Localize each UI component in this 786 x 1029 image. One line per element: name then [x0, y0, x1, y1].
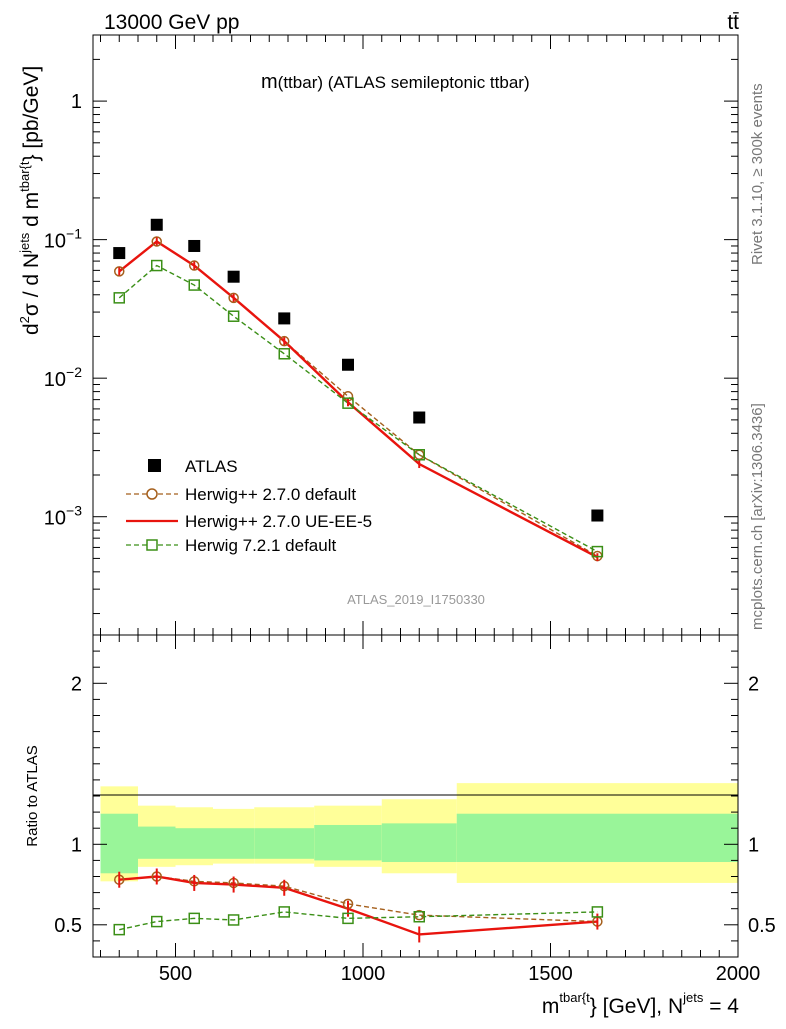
main-panel: 1 10−1 10−2 10−3 m(ttbar) (ATLAS semilepton… — [17, 34, 739, 636]
legend-atlas-marker — [148, 459, 161, 472]
main-point-herwig-7-2-1-default — [278, 348, 290, 360]
rivet-label: Rivet 3.1.10, ≥ 300k events — [749, 83, 766, 265]
main-point-herwig-2-7-0-default — [228, 292, 239, 304]
x-tick-label: 500 — [159, 963, 192, 985]
header-process: tt̄ — [727, 11, 739, 34]
main-y-tick-label: 10−3 — [44, 503, 82, 530]
main-axes: 1 10−1 10−2 10−3 — [44, 34, 739, 635]
ratio-y-tick-label-left: 2 — [71, 673, 82, 695]
ratio-bands — [100, 783, 738, 883]
main-point-herwig-7-2-1-default — [188, 279, 200, 291]
ratio-line-herwig-7-2-1-default — [119, 911, 598, 931]
main-point-herwig-2-7-0-default — [114, 266, 125, 277]
legend-herwigpp-default-label: Herwig++ 2.7.0 default — [185, 485, 356, 504]
main-line-herwig-7-2-1-default — [118, 264, 598, 553]
main-point-herwig-7-2-1-default — [591, 545, 604, 558]
main-point-herwig-7-2-1-default — [113, 292, 125, 304]
main-y-tick-label: 10−2 — [44, 364, 82, 391]
ratio-point-herwig-7-2-1-default — [151, 915, 163, 928]
ratio-band-inner — [456, 813, 738, 863]
ratio-frame — [92, 634, 739, 958]
ratio-band-inner — [254, 828, 315, 859]
ratio-y-tick-label-left: 0.5 — [54, 915, 82, 937]
main-point-herwig-7-2-1-default — [413, 449, 425, 461]
main-point-herwig-7-2-1-default — [151, 259, 163, 272]
main-y-label: d2σ / d Njets d mtbar{t} [pb/GeV] — [17, 66, 43, 335]
ratio-point-herwig-7-2-1-default — [227, 914, 240, 926]
main-point-atlas — [342, 358, 354, 371]
legend-herwigpp-default-marker — [146, 488, 158, 500]
main-point-atlas — [278, 312, 291, 325]
main-marks — [113, 218, 604, 562]
ratio-band-inner — [213, 828, 255, 859]
legend-herwig7-label: Herwig 7.2.1 default — [185, 536, 336, 555]
main-y-tick-label: 1 — [71, 91, 82, 113]
x-tick-label: 1500 — [528, 963, 573, 985]
ratio-panel: 0.5 0.5 1 1 2 2 500 1000 1500 2000 Ratio to ATLAS… — [24, 634, 776, 1018]
ratio-band-inner — [381, 823, 457, 863]
ratio-band-inner — [314, 824, 382, 861]
legend-herwig7-marker — [146, 539, 158, 551]
x-tick-label: 1000 — [341, 963, 386, 985]
main-point-atlas — [150, 218, 163, 231]
ratio-point-herwig-7-2-1-default — [113, 923, 125, 936]
main-point-herwig-2-7-0-default — [279, 335, 290, 347]
ratio-point-herwig-7-2-1-default — [342, 912, 354, 925]
ratio-band-inner — [138, 826, 176, 859]
main-point-atlas — [188, 239, 201, 252]
ratio-y-tick-label-right: 2 — [748, 673, 759, 695]
ratio-point-herwig-7-2-1-default — [278, 906, 290, 918]
main-point-herwig-2-7-0-default — [189, 260, 200, 271]
legend-herwigpp-ueee5-label: Herwig++ 2.7.0 UE-EE-5 — [185, 512, 372, 531]
main-line-herwig-2-7-0-ue-ee-5 — [118, 239, 598, 559]
ratio-point-herwig-7-2-1-default — [188, 912, 200, 925]
main-point-atlas — [113, 247, 126, 260]
x-axis-label: mtbar{t} [GeV], Njets = 4 — [542, 990, 739, 1018]
ratio-y-label: Ratio to ATLAS — [24, 745, 41, 846]
ratio-point-herwig-7-2-1-default — [591, 906, 604, 918]
ratio-y-tick-label-right: 0.5 — [748, 915, 776, 937]
ratio-line-herwig-2-7-0-ue-ee-5 — [119, 875, 598, 936]
main-point-atlas — [413, 411, 426, 424]
main-point-herwig-2-7-0-default — [151, 236, 162, 247]
main-title: m(ttbar) (ATLAS semileptonic ttbar) — [261, 71, 530, 93]
ratio-band-inner — [100, 813, 138, 874]
main-point-herwig-7-2-1-default — [342, 397, 354, 409]
legend: ATLAS Herwig++ 2.7.0 default Herwig++ 2.… — [126, 457, 372, 555]
ratio-axes: 0.5 0.5 1 1 2 2 500 1000 1500 2000 — [54, 634, 776, 985]
ratio-point-herwig-7-2-1-default — [413, 911, 425, 923]
mcplots-label: mcplots.cern.ch [arXiv:1306.3436] — [749, 403, 766, 630]
ratio-y-tick-label-left: 1 — [71, 834, 82, 856]
analysis-watermark: ATLAS_2019_I1750330 — [347, 592, 485, 607]
ratio-marks — [113, 868, 604, 943]
ratio-band-inner — [175, 828, 213, 859]
legend-atlas-label: ATLAS — [185, 457, 238, 476]
x-tick-label: 2000 — [716, 963, 761, 985]
main-point-herwig-7-2-1-default — [227, 310, 240, 322]
header-energy: 13000 GeV pp — [104, 11, 239, 34]
main-point-atlas — [591, 509, 604, 522]
ratio-y-tick-label-right: 1 — [748, 834, 759, 856]
main-y-tick-label: 10−1 — [44, 226, 82, 253]
main-point-atlas — [227, 270, 240, 283]
